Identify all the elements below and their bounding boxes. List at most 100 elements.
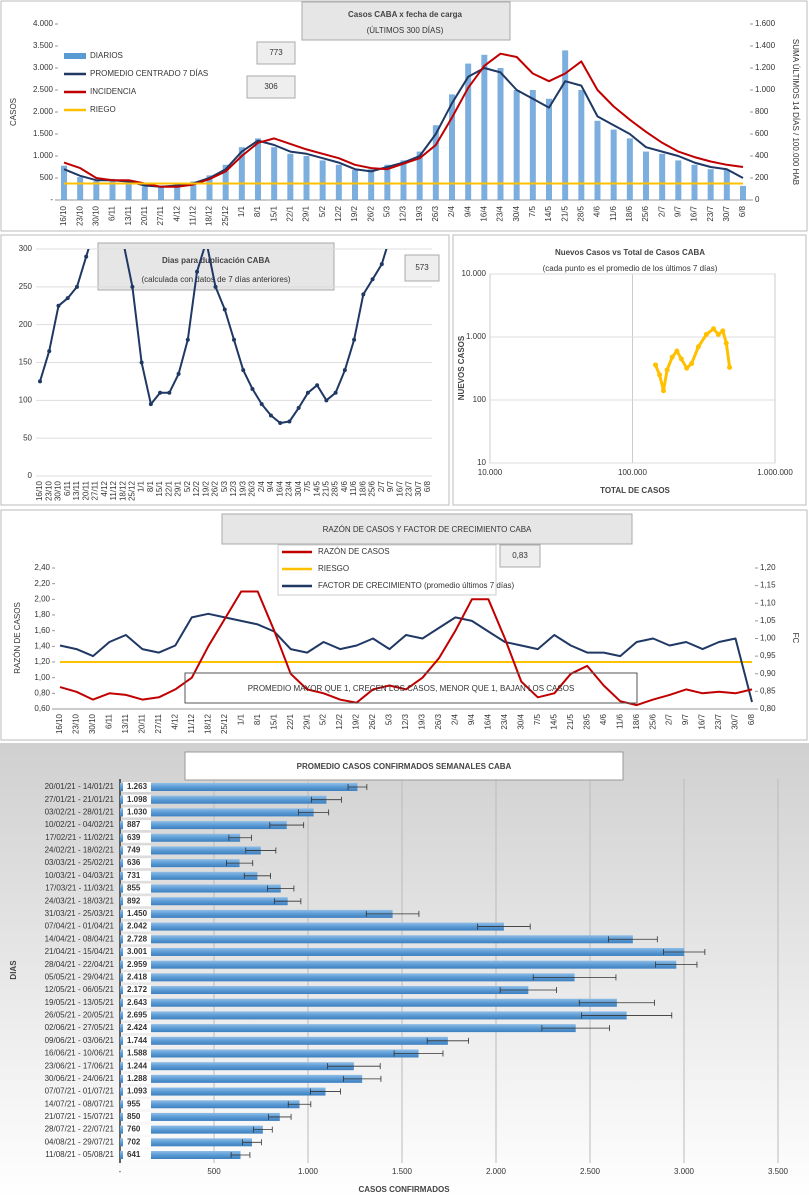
x-tick-label: 19/3	[238, 480, 247, 496]
annotation: 773	[269, 48, 283, 57]
x-tick-label: 1.000	[298, 1167, 319, 1176]
point	[232, 337, 236, 342]
y-tick-label: 11/08/21 - 05/08/21	[45, 1150, 114, 1159]
x-tick-label: 16/4	[275, 480, 284, 496]
x-tick-label: 13/11	[72, 480, 81, 500]
tick-label: 1,05	[760, 616, 776, 625]
point	[241, 368, 246, 373]
bar	[610, 129, 617, 200]
y-tick-label: 10/03/21 - 04/03/21	[45, 871, 115, 880]
x-tick-label: 9/4	[467, 713, 476, 725]
value-label-bg	[123, 1124, 151, 1135]
value-label: 892	[127, 896, 141, 905]
line	[59, 590, 753, 707]
annotation-box	[256, 41, 296, 65]
bar	[120, 1024, 576, 1033]
tick-label: 1,00	[760, 634, 776, 643]
value-label-bg	[123, 807, 151, 818]
x-tick-label: 29/1	[302, 205, 311, 221]
x-tick-label: 4/6	[340, 480, 349, 492]
bar	[120, 960, 677, 969]
bar	[190, 181, 197, 200]
x-tick-label: 11/6	[349, 480, 358, 496]
value-label: 2.695	[127, 1011, 148, 1020]
value-label-bg	[123, 845, 151, 856]
bar	[481, 54, 488, 200]
legend-label: RAZÓN DE CASOS	[318, 547, 390, 556]
x-tick-label: 6/11	[105, 713, 114, 729]
bar	[120, 808, 314, 817]
x-tick-label: 16/7	[690, 205, 699, 221]
x-tick-label: 15/1	[155, 480, 164, 496]
x-tick-label: 26/2	[366, 205, 375, 221]
value-label: 850	[127, 1112, 141, 1121]
note: PROMEDIO MAYOR QUE 1, CRECEN LOS CASOS, …	[248, 684, 575, 693]
y-tick-label: 19/05/21 - 13/05/21	[45, 998, 115, 1007]
x-tick-label: 25/6	[368, 480, 377, 496]
bar	[287, 153, 294, 200]
value-label: 3.001	[127, 947, 148, 956]
bar	[271, 147, 278, 200]
tick-label: 1,10	[760, 598, 776, 607]
tick-label: 1,00	[34, 673, 50, 682]
x-tick-label: 25/12	[220, 713, 229, 734]
panel	[452, 234, 807, 506]
tick-label: 2.000	[33, 107, 54, 116]
error-bar	[310, 1088, 341, 1095]
error-bar	[477, 923, 531, 930]
value-label: 1.288	[127, 1074, 148, 1083]
tick-label: 1.500	[33, 129, 54, 138]
value-label: 2.418	[127, 972, 148, 981]
error-bar	[298, 809, 330, 816]
x-tick-label: 7/5	[303, 480, 312, 492]
x-tick-label: 26/3	[248, 480, 257, 496]
x-tick-label: 21/5	[560, 205, 569, 221]
x-tick-label: 2/4	[447, 205, 456, 217]
value-label: 1.030	[127, 807, 148, 816]
tick-label: 200	[755, 173, 769, 182]
tick-label: 4.000	[33, 19, 54, 28]
tick-label: 0,90	[760, 669, 776, 678]
point	[333, 390, 338, 395]
tick-label: 3.000	[33, 63, 54, 72]
point	[674, 348, 680, 354]
tick-label: 0,60	[34, 704, 50, 713]
error-bar	[426, 1037, 469, 1044]
tick-label: 0,80	[34, 688, 50, 697]
point	[689, 360, 695, 366]
y-axis-label: DIAS	[9, 960, 18, 980]
bar	[120, 1112, 280, 1121]
y-tick-label: 20/01/21 - 14/01/21	[45, 782, 115, 791]
bar	[120, 1100, 300, 1109]
value-label-bg	[123, 1111, 151, 1122]
x-tick-label: 27/11	[91, 480, 100, 500]
point	[213, 284, 218, 289]
error-bar	[327, 1063, 381, 1070]
point	[379, 262, 384, 267]
x-tick-label: -	[119, 1167, 122, 1176]
value-label-bg	[123, 883, 151, 894]
tick-label: 1,20	[34, 657, 50, 666]
tick-label: 1.000	[755, 85, 776, 94]
bar	[120, 1036, 448, 1045]
tick-label: 1,20	[760, 563, 776, 572]
x-tick-label: 2/7	[657, 205, 666, 217]
value-label: 2.728	[127, 934, 148, 943]
y-tick-label: 27/01/21 - 21/01/21	[45, 795, 115, 804]
x-tick-label: 22/1	[285, 205, 294, 221]
chart-title: Casos CABA x fecha de carga	[348, 10, 463, 19]
value-label-bg	[123, 908, 151, 919]
value-label-bg	[123, 1086, 151, 1097]
x-tick-label: 3.500	[768, 1167, 789, 1176]
y-tick-label: 03/03/21 - 25/02/21	[45, 858, 115, 867]
bar	[120, 897, 288, 906]
point	[684, 365, 690, 371]
x-tick-label: 30/7	[731, 713, 740, 729]
value-label-bg	[123, 832, 151, 843]
legend-label: PROMEDIO CENTRADO 7 DÍAS	[90, 69, 208, 78]
x-tick-label: 7/5	[533, 713, 542, 725]
line	[63, 52, 744, 188]
x-tick-label: 21/5	[566, 713, 575, 729]
point	[727, 364, 733, 370]
